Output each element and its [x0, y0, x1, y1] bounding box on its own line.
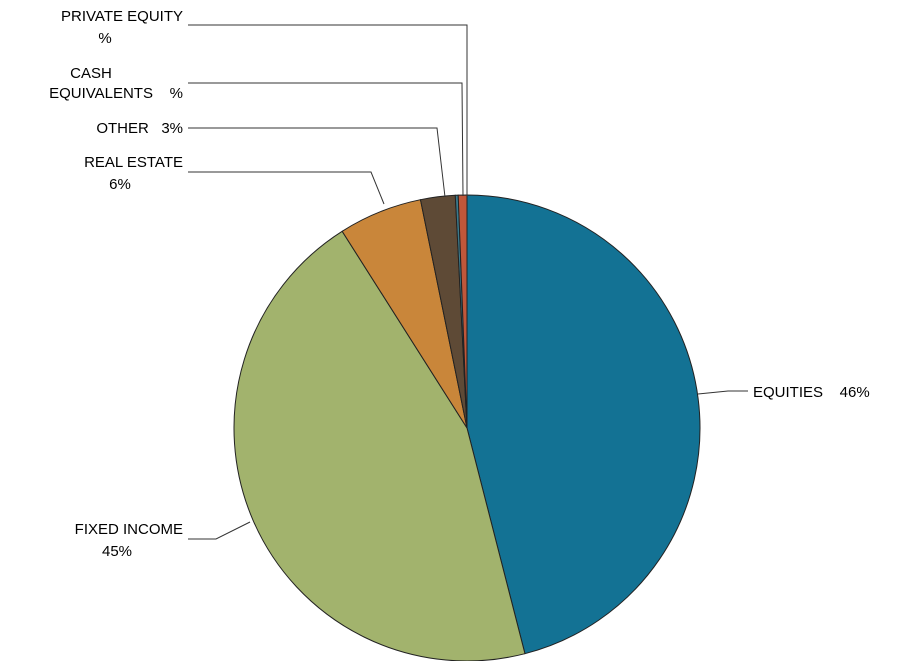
- label-cash-equivalents-name: CASH: [70, 65, 112, 82]
- label-other: OTHER 3%: [96, 120, 183, 137]
- leader-line-equities: [697, 390, 748, 395]
- label-equities: EQUITIES 46%: [753, 384, 870, 401]
- label-private-equity-value: %: [98, 30, 111, 47]
- leader-lines: [188, 24, 748, 540]
- leader-line-other: [188, 127, 446, 198]
- label-real-estate-name: REAL ESTATE: [84, 154, 183, 171]
- label-real-estate-value: 6%: [109, 176, 131, 193]
- slice-labels: PRIVATE EQUITY % CASH EQUIVALENTS % OTHE…: [49, 8, 870, 560]
- label-fixed-income-name: FIXED INCOME: [75, 521, 183, 538]
- pie-slice-fixed-income: [233, 230, 526, 661]
- pie-slice-equities: [466, 194, 701, 655]
- leader-line-private-equity: [188, 24, 468, 196]
- label-cash-equivalents-value: EQUIVALENTS %: [49, 85, 183, 102]
- leader-line-fixed-income: [188, 521, 251, 540]
- leader-line-real-estate: [188, 171, 385, 205]
- label-fixed-income-value: 45%: [102, 543, 132, 560]
- leader-line-cash-equivalents: [188, 82, 464, 197]
- pie-slices: [233, 194, 701, 661]
- label-private-equity-name: PRIVATE EQUITY: [61, 8, 183, 25]
